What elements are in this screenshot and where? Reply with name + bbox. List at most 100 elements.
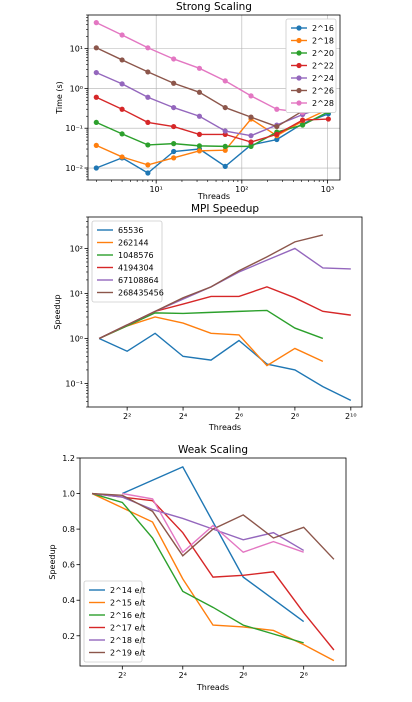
weak-scaling-chart: Weak Scaling 2² 2⁴ 2⁶ 2⁸ 0.2 0.4 0.6 0.8 1.0 1.2 Th… — [48, 444, 347, 692]
data-point — [222, 78, 228, 84]
data-point — [196, 89, 203, 95]
legend-label: 2^18 — [312, 37, 334, 46]
chart-title: Strong Scaling — [176, 1, 252, 13]
data-point — [93, 69, 99, 76]
x-tick-label: 10² — [235, 185, 248, 194]
x-tick-label: 2⁴ — [179, 412, 187, 421]
y-tick-label: 10¹ — [70, 289, 83, 298]
data-point — [299, 122, 306, 128]
series-line — [96, 113, 329, 174]
legend-marker — [296, 37, 302, 44]
legend-label: 65536 — [118, 226, 143, 235]
data-point — [93, 94, 99, 100]
series-line — [96, 47, 329, 128]
data-point — [248, 114, 254, 120]
data-point — [248, 133, 254, 139]
legend-marker — [296, 62, 302, 69]
data-point — [248, 143, 254, 149]
data-point — [196, 65, 203, 71]
series-line — [98, 332, 352, 402]
data-point — [93, 142, 99, 149]
series-line — [92, 492, 335, 651]
legend-label: 2^17 e/t — [110, 624, 145, 633]
data-point — [171, 141, 177, 147]
data-point — [274, 106, 280, 112]
legend-marker — [296, 75, 302, 81]
data-point — [119, 32, 125, 38]
data-point — [248, 139, 254, 145]
legend-label: 4194304 — [118, 264, 154, 273]
x-axis-label: Threads — [196, 683, 229, 692]
series-line — [96, 96, 329, 143]
legend-label: 262144 — [118, 239, 149, 248]
legend-label: 2^16 e/t — [110, 611, 145, 620]
data-point — [196, 143, 203, 149]
y-tick-label: 1.2 — [62, 454, 75, 463]
data-point — [196, 131, 203, 137]
data-point — [145, 69, 151, 75]
data-point — [274, 123, 280, 130]
legend: 65536 262144 1048576 4194304 67108864 2684354… — [91, 220, 164, 303]
plot-frame — [87, 216, 363, 408]
y-axis-label: Speedup — [53, 294, 62, 329]
x-tick-label: 2⁸ — [300, 671, 308, 680]
x-tick-label: 2² — [123, 412, 131, 421]
y-tick-label: 0.2 — [62, 632, 75, 641]
legend-label: 2^14 e/t — [110, 586, 145, 595]
data-point — [171, 56, 177, 62]
data-point — [93, 165, 99, 171]
data-point — [274, 136, 280, 143]
data-point — [119, 131, 125, 137]
x-tick-label: 10³ — [321, 185, 334, 194]
plot-frame — [87, 14, 341, 181]
x-axis-label: Threads — [208, 423, 241, 432]
data-point — [222, 163, 228, 169]
legend-marker — [296, 50, 302, 56]
y-tick-label: 0.8 — [62, 525, 75, 534]
series-line — [96, 111, 329, 148]
legend-marker — [296, 25, 302, 31]
x-tick-label: 2⁸ — [291, 412, 299, 421]
strong-scaling-chart: Strong Scaling 10¹ 10² 10³ 10⁻² 10⁻¹ 10⁰ 10¹ Thr… — [55, 1, 341, 200]
data-point — [222, 128, 228, 134]
legend-label: 2^20 — [312, 49, 334, 58]
mpi-speedup-chart: MPI Speedup 2² 2⁴ 2⁶ 2⁸ 2¹⁰ 10⁻¹ 10⁰ 10¹ 10² Threa… — [53, 203, 363, 432]
y-axis-label: Speedup — [48, 544, 57, 579]
data-point — [248, 93, 254, 99]
data-point — [145, 45, 151, 51]
data-point — [171, 123, 177, 130]
data-point — [325, 116, 331, 122]
x-tick-label: 2² — [118, 671, 126, 680]
legend-label: 2^16 — [312, 24, 334, 33]
y-tick-label: 10⁰ — [70, 84, 83, 93]
data-point — [119, 106, 125, 112]
data-point — [299, 117, 306, 123]
legend-label: 67108864 — [118, 276, 159, 285]
data-point — [93, 20, 99, 26]
y-tick-label: 10² — [70, 244, 83, 253]
y-tick-label: 0.6 — [62, 561, 75, 570]
legend-label: 2^22 — [312, 62, 334, 71]
data-point — [93, 45, 99, 51]
data-point — [222, 143, 228, 149]
legend-label: 2^19 e/t — [110, 649, 145, 658]
data-point — [171, 80, 177, 86]
series-line — [98, 234, 324, 340]
data-point — [196, 113, 203, 119]
legend-label: 268435456 — [118, 289, 164, 298]
data-point — [171, 148, 177, 155]
y-tick-label: 10⁰ — [70, 334, 83, 343]
data-point — [274, 131, 280, 137]
legend-box — [91, 220, 163, 303]
data-point — [93, 119, 99, 126]
data-point — [119, 57, 125, 63]
y-tick-label: 1.0 — [62, 490, 75, 499]
y-tick-label: 10⁻² — [65, 164, 83, 173]
series-line — [122, 465, 305, 623]
data-point — [145, 94, 151, 100]
legend-box — [83, 580, 143, 663]
data-point — [145, 170, 151, 176]
legend-marker — [296, 100, 302, 106]
x-tick-label: 10¹ — [149, 185, 162, 194]
y-tick-label: 10⁻¹ — [65, 124, 83, 133]
